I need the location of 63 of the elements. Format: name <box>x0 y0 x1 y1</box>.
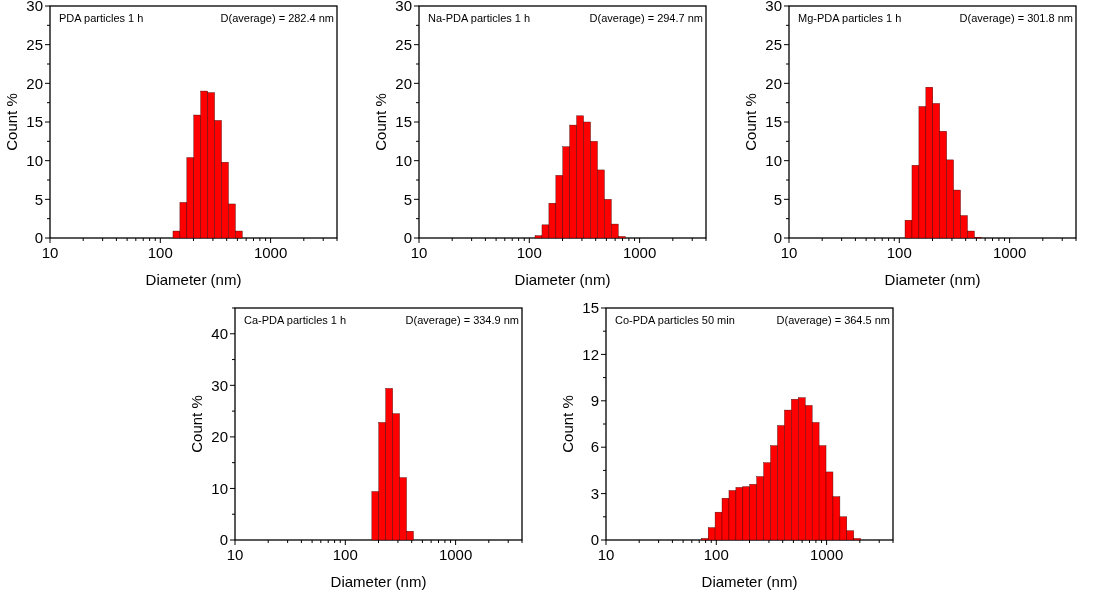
x-axis-title: Diameter (nm) <box>884 271 981 288</box>
y-tick-label: 25 <box>395 35 412 53</box>
x-tick-label: 10 <box>226 546 244 563</box>
y-tick-label: 20 <box>26 74 43 92</box>
annotation: D(average) = 364.5 nm <box>776 314 890 326</box>
x-axis-title: Diameter (nm) <box>701 573 798 590</box>
y-tick-label: 0 <box>773 229 782 247</box>
y-axis-title: Count % <box>372 93 389 151</box>
y-tick-label: 20 <box>395 74 412 92</box>
y-tick-label: 5 <box>773 190 782 208</box>
x-tick-label: 100 <box>516 244 542 261</box>
y-tick-label: 0 <box>590 531 599 549</box>
x-tick-label: 100 <box>332 546 358 563</box>
y-tick-label: 40 <box>211 325 228 343</box>
annotation: D(average) = 334.9 nm <box>405 314 519 326</box>
y-axis-title: Count % <box>188 395 205 453</box>
x-tick-label: 1000 <box>622 244 657 261</box>
annotation: D(average) = 282.4 nm <box>220 12 334 24</box>
annotation: Ca-PDA particles 1 h <box>244 314 347 326</box>
annotation: Co-PDA particles 50 min <box>615 314 735 326</box>
y-tick-label: 0 <box>219 531 228 549</box>
y-tick-label: 0 <box>403 229 412 247</box>
y-tick-label: 3 <box>590 484 599 502</box>
x-tick-label: 1000 <box>438 546 473 563</box>
x-tick-label: 1000 <box>992 244 1027 261</box>
y-tick-label: 30 <box>395 0 412 15</box>
y-tick-label: 12 <box>582 345 599 363</box>
y-tick-label: 15 <box>26 113 43 131</box>
y-axis-title: Count % <box>559 395 576 453</box>
y-tick-label: 30 <box>211 376 228 394</box>
y-tick-label: 9 <box>590 392 599 410</box>
y-tick-label: 30 <box>765 0 782 15</box>
y-tick-label: 25 <box>765 35 782 53</box>
y-tick-label: 15 <box>765 113 782 131</box>
annotation: D(average) = 294.7 nm <box>589 12 703 24</box>
annotation: Mg-PDA particles 1 h <box>798 12 902 24</box>
annotation: PDA particles 1 h <box>59 12 144 24</box>
y-axis-title: Count % <box>742 93 759 151</box>
y-tick-label: 10 <box>395 151 412 169</box>
x-axis-title: Diameter (nm) <box>145 271 242 288</box>
annotation: D(average) = 301.8 nm <box>959 12 1073 24</box>
x-tick-label: 1000 <box>253 244 288 261</box>
y-tick-label: 20 <box>211 428 228 446</box>
x-tick-label: 100 <box>147 244 173 261</box>
y-tick-label: 15 <box>395 113 412 131</box>
y-tick-label: 5 <box>34 190 43 208</box>
y-tick-label: 20 <box>765 74 782 92</box>
y-tick-label: 25 <box>26 35 43 53</box>
x-tick-label: 100 <box>703 546 729 563</box>
annotation: Na-PDA particles 1 h <box>428 12 531 24</box>
x-tick-label: 1000 <box>809 546 844 563</box>
x-axis-title: Diameter (nm) <box>330 573 427 590</box>
y-tick-label: 6 <box>590 438 599 456</box>
y-tick-label: 0 <box>34 229 43 247</box>
y-tick-label: 10 <box>26 151 43 169</box>
y-tick-label: 15 <box>582 299 599 317</box>
x-tick-label: 100 <box>886 244 912 261</box>
y-axis-title: Count % <box>3 93 20 151</box>
y-tick-label: 10 <box>765 151 782 169</box>
y-tick-label: 10 <box>211 479 228 497</box>
x-axis-title: Diameter (nm) <box>514 271 611 288</box>
y-tick-label: 30 <box>26 0 43 15</box>
y-tick-label: 5 <box>403 190 412 208</box>
